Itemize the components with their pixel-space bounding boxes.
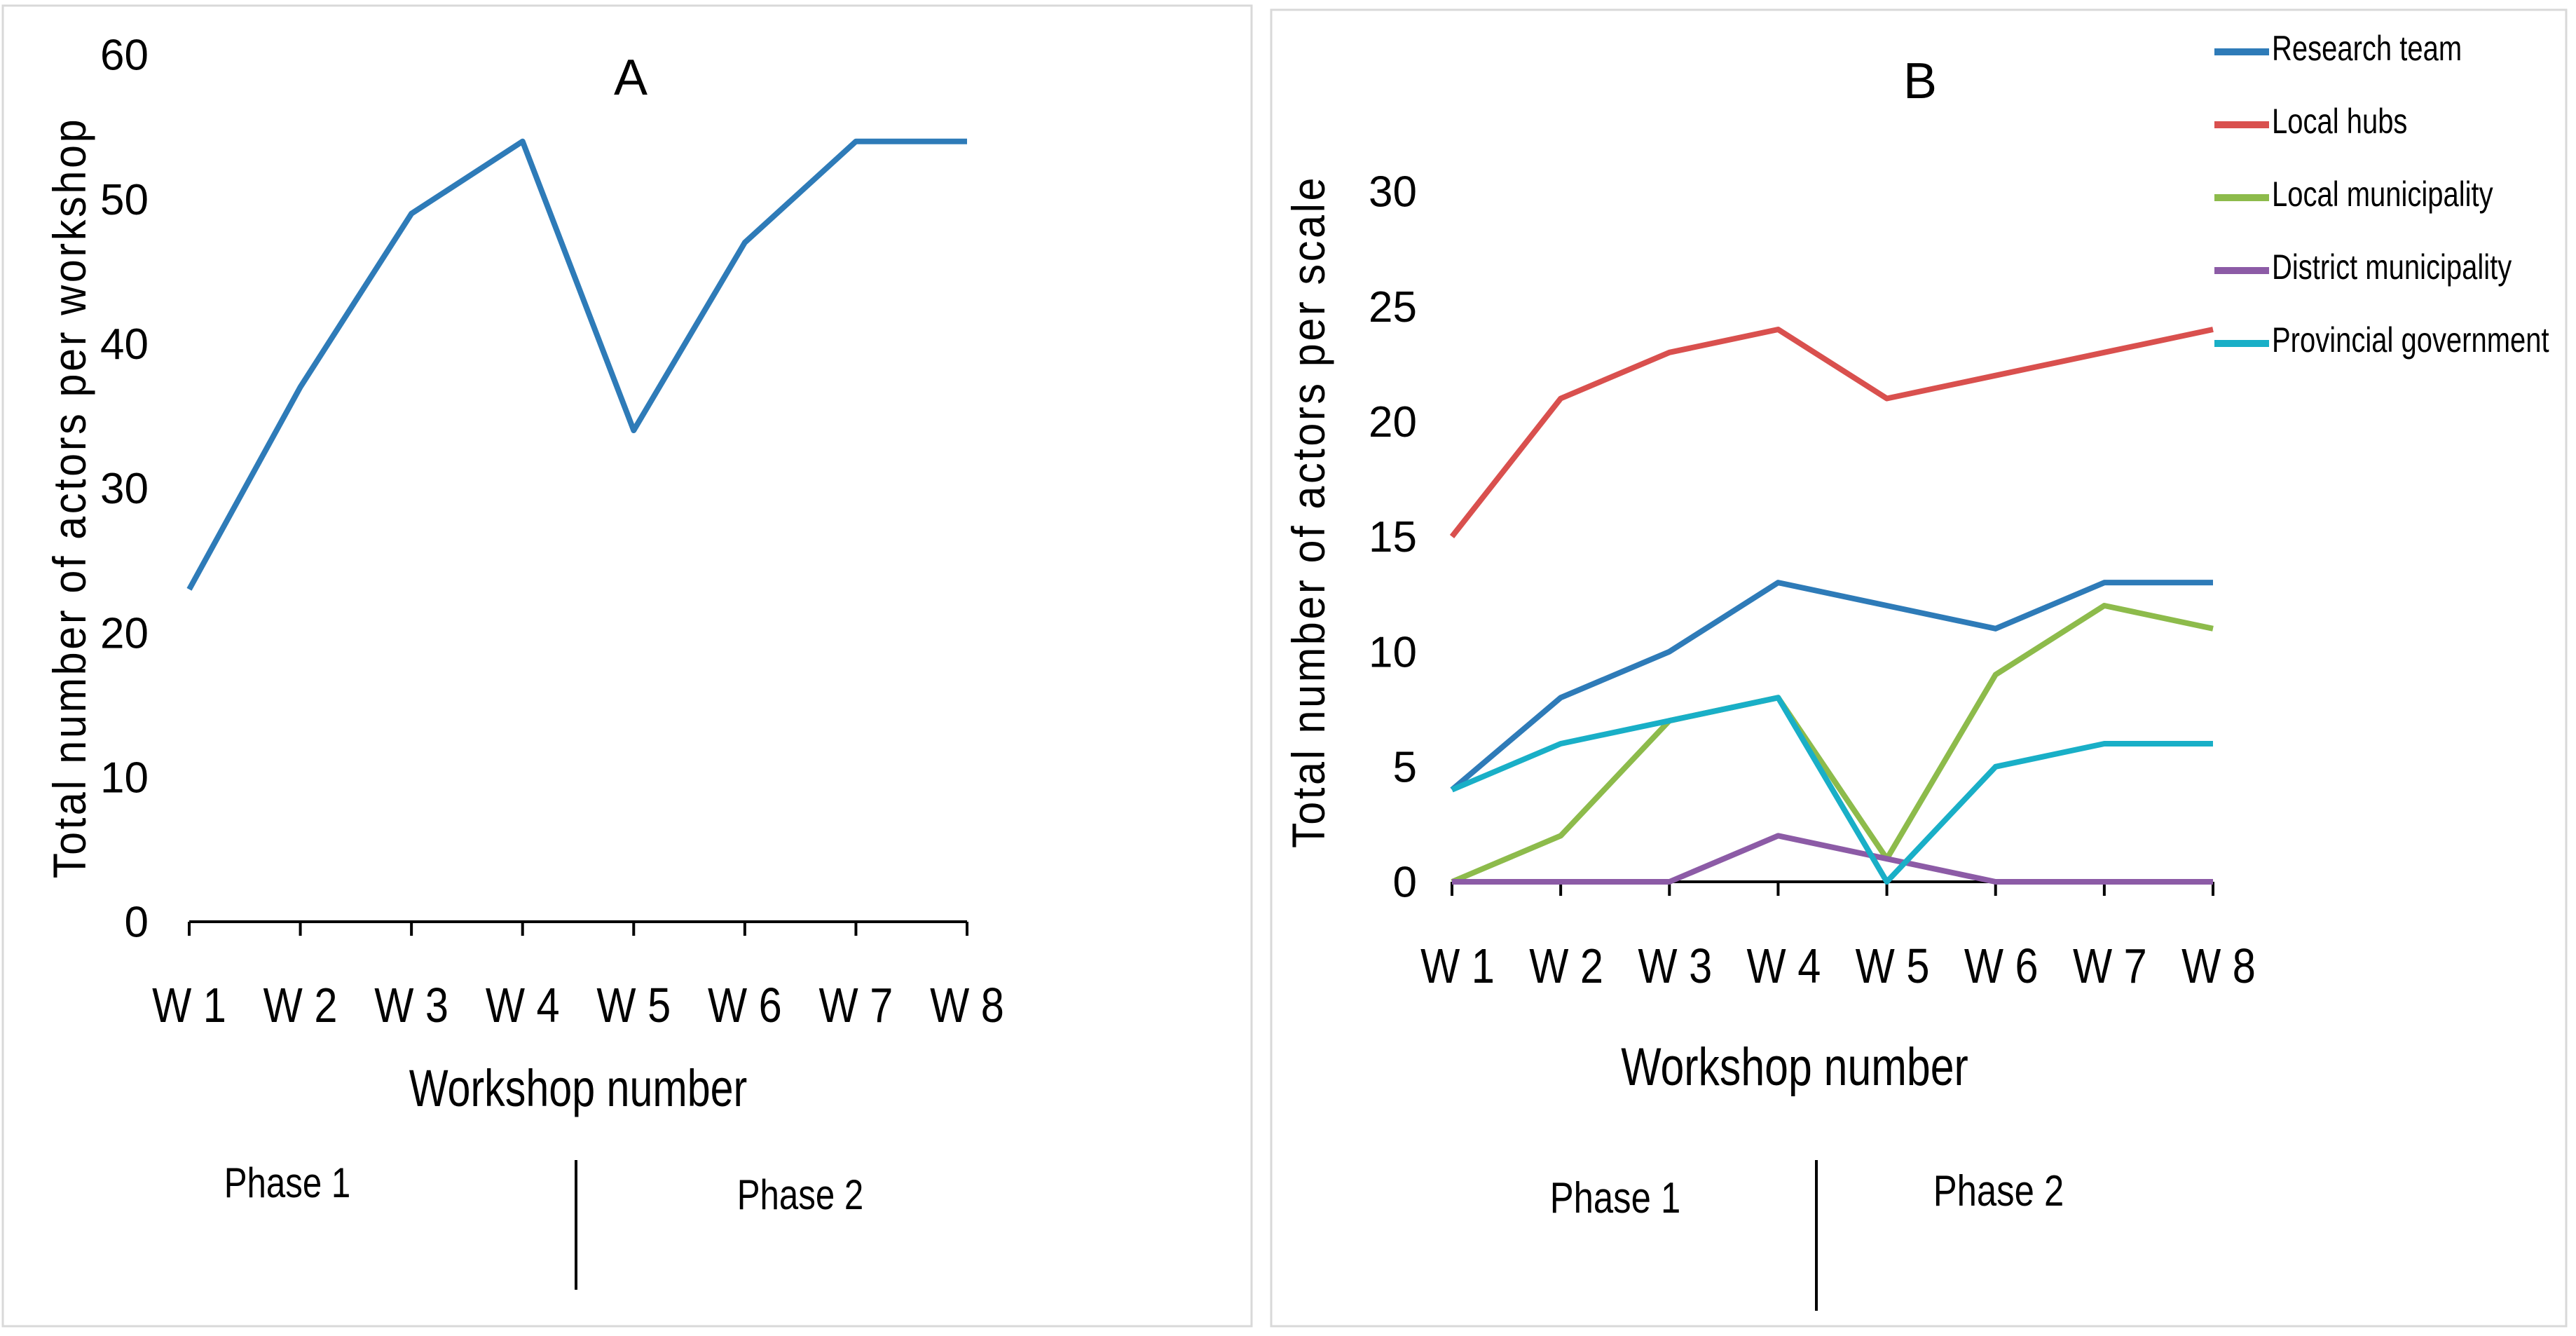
a-y-tick-label: 0: [125, 899, 149, 947]
chart-b-legend-label-5: Provincial government: [2272, 320, 2549, 360]
chart-b-legend-label-2: Local hubs: [2272, 102, 2407, 141]
chart-a-frame: [1, 4, 1253, 1328]
chart-b-phase-2-label: Phase 2: [1933, 1167, 2064, 1215]
chart-b-legend-label-3: Local municipality: [2272, 175, 2493, 214]
chart-b-legend-label-1: Research team: [2272, 29, 2462, 68]
chart-b-series: [1449, 327, 2214, 885]
b-x-tick-label: W 6: [1964, 938, 2039, 993]
a-x-tick-label: W 8: [930, 977, 1004, 1032]
a-x-tick-label: W 5: [596, 977, 671, 1032]
b-series-line-1: [1450, 580, 2213, 792]
a-y-tick-label: 10: [100, 754, 149, 803]
b-y-tick-label: 0: [1393, 859, 1417, 907]
chart-b-frame: [1270, 8, 2568, 1328]
b-y-tick-label: 10: [1369, 628, 1417, 676]
b-series-line-5: [1451, 695, 2213, 885]
chart-b-phase-1-label: Phase 1: [1550, 1174, 1681, 1222]
a-y-tick-label: 50: [100, 176, 149, 224]
chart-a-x-axis: [188, 920, 968, 936]
chart-a-x-tick-labels: W 1 W 2 W 3 W 4 W 5 W 6 W 7 W 8: [152, 977, 1004, 1032]
panel-a: A 0 10 20 30 40 50 60 W 1 W 2 W 3 W 4 W 5 W 6 W 7 W 8…: [0, 0, 1261, 1336]
a-y-tick-label: 60: [100, 32, 149, 80]
b-x-tick-label: W 1: [1420, 938, 1495, 993]
chart-a-series: [186, 138, 967, 591]
chart-b-x-tick-labels: W 1 W 2 W 3 W 4 W 5 W 6 W 7 W 8: [1420, 938, 2256, 993]
b-y-tick-label: 15: [1369, 513, 1417, 561]
chart-b-legend-label-4: District municipality: [2272, 247, 2512, 287]
a-y-tick-label: 30: [100, 465, 149, 513]
a-x-tick-label: W 6: [708, 977, 782, 1032]
b-y-tick-label: 5: [1393, 744, 1417, 792]
chart-a-title: A: [614, 50, 648, 106]
a-y-tick-label: 40: [100, 320, 149, 369]
a-y-tick-label: 20: [100, 609, 149, 657]
chart-b-legend: Research team Local hubs Local municipalit…: [2214, 29, 2549, 360]
chart-b-y-axis-label: Total number of actors per scale: [1283, 175, 1335, 848]
b-x-tick-label: W 8: [2181, 938, 2256, 993]
chart-a-y-tick-labels: 0 10 20 30 40 50 60: [100, 32, 149, 947]
chart-b-x-axis-label: Workshop number: [1621, 1037, 1968, 1097]
b-x-tick-label: W 4: [1747, 938, 1821, 993]
b-x-tick-label: W 5: [1856, 938, 1930, 993]
a-series-line-1: [186, 138, 967, 591]
a-x-tick-label: W 7: [819, 977, 893, 1032]
b-x-tick-label: W 2: [1529, 938, 1603, 993]
chart-a-phase-2-label: Phase 2: [737, 1171, 864, 1218]
b-x-tick-label: W 3: [1638, 938, 1712, 993]
a-x-tick-label: W 4: [486, 977, 560, 1032]
b-y-tick-label: 30: [1369, 168, 1417, 217]
b-x-tick-label: W 7: [2073, 938, 2147, 993]
chart-a: A 0 10 20 30 40 50 60 W 1 W 2 W 3 W 4 W 5 W 6 W 7 W 8…: [1, 4, 1253, 1328]
b-y-tick-label: 20: [1369, 398, 1417, 447]
b-series-line-4: [1452, 833, 2213, 885]
b-series-line-2: [1449, 327, 2214, 538]
chart-a-y-axis-label: Total number of actors per workshop: [44, 117, 96, 878]
a-x-tick-label: W 1: [152, 977, 226, 1032]
a-x-tick-label: W 3: [374, 977, 448, 1032]
chart-a-phase-1-label: Phase 1: [224, 1159, 351, 1206]
chart-a-x-axis-label: Workshop number: [409, 1060, 748, 1118]
b-series-line-3: [1451, 603, 2214, 885]
a-x-tick-label: W 2: [263, 977, 338, 1032]
chart-b-y-tick-labels: 0 5 10 15 20 25 30: [1369, 168, 1417, 907]
chart-b-title: B: [1903, 53, 1937, 109]
b-y-tick-label: 25: [1369, 283, 1417, 332]
